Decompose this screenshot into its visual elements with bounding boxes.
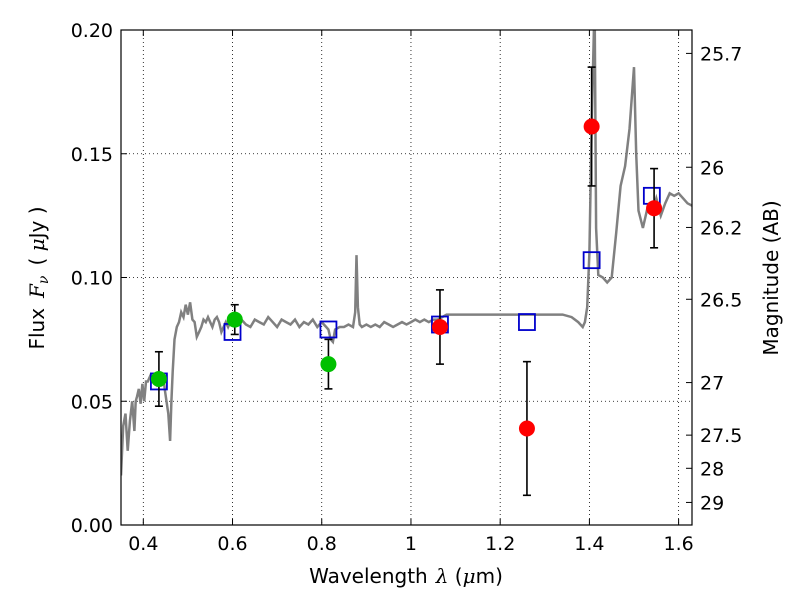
y-axis-label-unit-open: ( — [25, 251, 49, 265]
x-tick-label: 1.2 — [485, 533, 515, 555]
right-tick-label: 29 — [700, 492, 724, 514]
observed-points — [150, 118, 663, 437]
right-tick-label: 26 — [700, 157, 724, 179]
x-axis-label: Wavelength λ (μm) — [309, 564, 503, 588]
x-tick-label: 1 — [405, 533, 417, 555]
x-tick-label: 0.6 — [217, 533, 247, 555]
data-point — [646, 200, 663, 217]
y-axis-label-unit-mu: μ — [25, 238, 49, 251]
y-axis-label-symbol: F — [25, 283, 49, 299]
y-axis-label-unit-rest: Jy ) — [25, 206, 49, 240]
y-axis-label: Flux Fν ( μJy ) — [25, 206, 52, 349]
y-tick-label: 0.10 — [71, 268, 113, 290]
model-square-marker — [582, 251, 601, 270]
x-axis-label-prefix: Wavelength — [309, 564, 428, 588]
right-tick-label: 27.5 — [700, 425, 742, 447]
right-tick-label: 26.5 — [700, 289, 742, 311]
data-point — [150, 370, 167, 387]
x-axis-label-unit-mu: μ — [463, 564, 476, 588]
model-photometry-squares — [150, 186, 661, 391]
data-point — [320, 356, 337, 373]
x-tick-label: 0.4 — [128, 533, 158, 555]
right-tick-label: 25.7 — [700, 43, 742, 65]
data-point — [431, 319, 448, 335]
y-tick-label: 0.05 — [71, 391, 113, 413]
model-square-marker — [518, 313, 536, 331]
x-tick-label: 0.8 — [307, 533, 337, 555]
y-tick-label: 0.15 — [71, 144, 113, 166]
right-tick-label: 26.2 — [700, 217, 742, 239]
x-tick-label: 1.6 — [664, 533, 694, 555]
data-point — [583, 118, 600, 135]
grid-lines — [121, 29, 692, 526]
x-axis-label-unit-open: ( — [448, 564, 462, 588]
right-tick-label: 27 — [700, 373, 724, 395]
x-axis-label-unit-rest: m) — [476, 564, 503, 588]
x-axis-ticks: 0.4 0.6 0.8 1 1.2 1.4 1.6 — [128, 30, 694, 555]
y-axis-label-prefix: Flux — [25, 308, 49, 350]
right-axis-label: Magnitude (AB) — [759, 200, 783, 355]
right-axis-ticks: 25.7 26 26.2 26.5 27 27.5 28 29 — [686, 43, 742, 514]
plot-data-area — [121, 30, 692, 497]
model-square-marker — [319, 320, 338, 339]
error-bars — [154, 66, 659, 497]
y-tick-label: 0.00 — [71, 515, 113, 537]
data-point — [226, 311, 243, 328]
model-spectrum-line — [121, 30, 692, 476]
right-tick-label: 28 — [700, 458, 724, 480]
x-tick-label: 1.4 — [574, 533, 604, 555]
x-axis-label-symbol: λ — [435, 564, 449, 588]
y-axis-ticks: 0.00 0.05 0.10 0.15 0.20 — [71, 20, 127, 537]
plot-frame — [120, 29, 693, 526]
data-point — [518, 420, 535, 437]
y-tick-label: 0.20 — [71, 20, 113, 42]
y-axis-label-subscript: ν — [36, 275, 52, 284]
